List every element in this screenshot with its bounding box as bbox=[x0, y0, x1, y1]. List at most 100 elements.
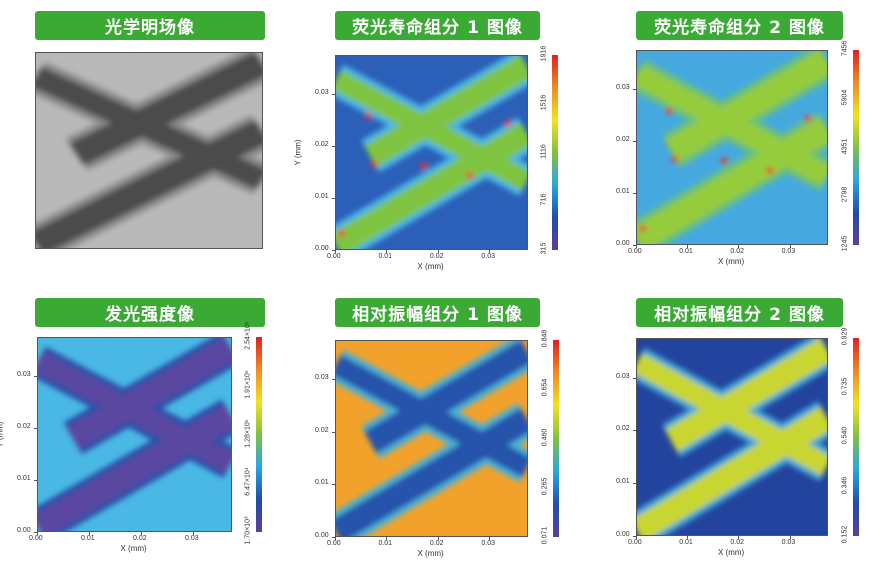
band bbox=[665, 339, 827, 452]
y-tick-mark bbox=[332, 537, 335, 538]
y-tick-mark bbox=[633, 141, 636, 142]
colorbar bbox=[553, 340, 559, 537]
heatmap-plot bbox=[37, 337, 232, 532]
colorbar bbox=[256, 337, 262, 532]
colorbar-tick-label: 1.28×10⁵ bbox=[244, 418, 252, 448]
x-tick-label: 0.02 bbox=[730, 539, 745, 546]
colorbar-tick-label: 6.47×10⁴ bbox=[244, 467, 252, 497]
band bbox=[336, 122, 527, 249]
y-tick-mark bbox=[332, 484, 335, 486]
band bbox=[336, 69, 527, 191]
x-tick-label: 0.03 bbox=[781, 248, 796, 255]
band bbox=[38, 404, 231, 531]
colorbar-tick-label: 0.654 bbox=[541, 378, 549, 397]
hot-spot bbox=[504, 120, 512, 128]
colorbar-tick-label: 0.071 bbox=[541, 526, 549, 545]
panel-title: 荧光寿命组分 2 图像 bbox=[636, 11, 843, 40]
hot-spot bbox=[720, 157, 728, 165]
y-tick-label: 0.03 bbox=[616, 372, 630, 380]
x-tick-mark bbox=[437, 537, 439, 540]
y-tick-label: 0.01 bbox=[616, 188, 630, 195]
x-tick-label: 0.00 bbox=[327, 253, 341, 260]
band bbox=[637, 64, 827, 186]
hot-spot bbox=[665, 107, 673, 115]
x-tick-label: 0.03 bbox=[481, 540, 496, 547]
y-tick-label: 0.00 bbox=[315, 245, 329, 252]
x-tick-label: 0.00 bbox=[29, 535, 43, 542]
x-tick-mark bbox=[687, 245, 689, 248]
y-tick-label: 0.02 bbox=[315, 426, 329, 434]
y-tick-mark bbox=[633, 89, 636, 90]
colorbar-tick-label: 315 bbox=[540, 242, 548, 255]
hot-spot bbox=[338, 230, 346, 238]
x-tick-mark bbox=[37, 532, 38, 535]
x-tick-mark bbox=[335, 537, 336, 540]
y-tick-label: 0.02 bbox=[616, 425, 630, 433]
hot-spot bbox=[766, 167, 774, 175]
x-tick-mark bbox=[437, 250, 439, 253]
colorbar-tick-label: 7456 bbox=[841, 40, 849, 57]
band bbox=[336, 354, 527, 478]
x-tick-label: 0.01 bbox=[81, 535, 95, 542]
y-tick-mark bbox=[34, 480, 37, 481]
y-tick-mark bbox=[34, 532, 37, 533]
x-tick-label: 0.01 bbox=[679, 248, 693, 255]
y-tick-mark bbox=[332, 431, 335, 433]
y-tick-mark bbox=[633, 536, 636, 537]
colorbar-tick-label: 1245 bbox=[841, 235, 849, 252]
panel-title: 发光强度像 bbox=[35, 298, 265, 327]
band bbox=[38, 351, 231, 473]
y-tick-label: 0.01 bbox=[17, 475, 31, 482]
x-tick-label: 0.01 bbox=[378, 540, 393, 547]
y-tick-label: 0.02 bbox=[616, 136, 630, 143]
x-tick-label: 0.01 bbox=[679, 539, 693, 546]
x-tick-label: 0.02 bbox=[730, 248, 745, 255]
colorbar-tick-label: 1916 bbox=[540, 45, 548, 62]
hot-spot bbox=[466, 172, 474, 180]
heatmap-plot bbox=[335, 340, 528, 537]
y-tick-label: 0.02 bbox=[17, 423, 31, 430]
y-tick-mark bbox=[332, 198, 335, 199]
colorbar-tick-label: 0.929 bbox=[841, 327, 849, 346]
y-tick-label: 0.02 bbox=[315, 141, 329, 148]
y-tick-mark bbox=[332, 250, 335, 251]
y-tick-mark bbox=[34, 428, 37, 429]
x-tick-mark bbox=[193, 532, 194, 535]
colorbar-tick-label: 716 bbox=[540, 193, 548, 206]
y-tick-label: 0.01 bbox=[315, 479, 329, 487]
x-tick-label: 0.02 bbox=[429, 540, 444, 547]
x-tick-label: 0.00 bbox=[628, 539, 642, 546]
x-tick-label: 0.01 bbox=[378, 253, 393, 260]
x-tick-mark bbox=[489, 537, 491, 540]
colorbar-tick-label: 1116 bbox=[540, 143, 548, 159]
heatmap-plot bbox=[636, 338, 828, 536]
y-tick-mark bbox=[332, 146, 335, 147]
colorbar-tick-label: 0.460 bbox=[541, 428, 549, 446]
panel-title: 相对振幅组分 2 图像 bbox=[636, 298, 843, 327]
brightfield-image bbox=[35, 52, 263, 249]
x-axis-label: X (mm) bbox=[120, 544, 147, 553]
band bbox=[364, 56, 527, 168]
x-tick-label: 0.02 bbox=[133, 535, 147, 542]
y-tick-label: 0.01 bbox=[315, 193, 329, 200]
y-axis-label: Y (mm) bbox=[293, 138, 303, 166]
y-tick-label: 0.03 bbox=[315, 374, 329, 382]
x-axis-label: X (mm) bbox=[417, 549, 444, 558]
hot-spot bbox=[365, 112, 372, 120]
hot-spot bbox=[804, 115, 812, 123]
y-tick-label: 0.01 bbox=[616, 478, 630, 486]
panel-title: 荧光寿命组分 1 图像 bbox=[335, 11, 540, 40]
x-tick-mark bbox=[789, 245, 791, 248]
y-tick-mark bbox=[633, 430, 636, 432]
x-tick-label: 0.00 bbox=[327, 540, 341, 547]
x-axis-label: X (mm) bbox=[417, 262, 444, 271]
y-tick-label: 0.03 bbox=[17, 371, 31, 378]
x-tick-mark bbox=[335, 250, 336, 253]
colorbar-tick-label: 0.346 bbox=[841, 476, 849, 494]
y-tick-mark bbox=[633, 193, 636, 194]
colorbar-tick-label: 0.735 bbox=[841, 377, 849, 395]
y-tick-label: 0.03 bbox=[616, 84, 630, 91]
band bbox=[66, 338, 231, 450]
x-tick-label: 0.00 bbox=[628, 248, 642, 255]
heatmap-plot bbox=[636, 50, 828, 245]
